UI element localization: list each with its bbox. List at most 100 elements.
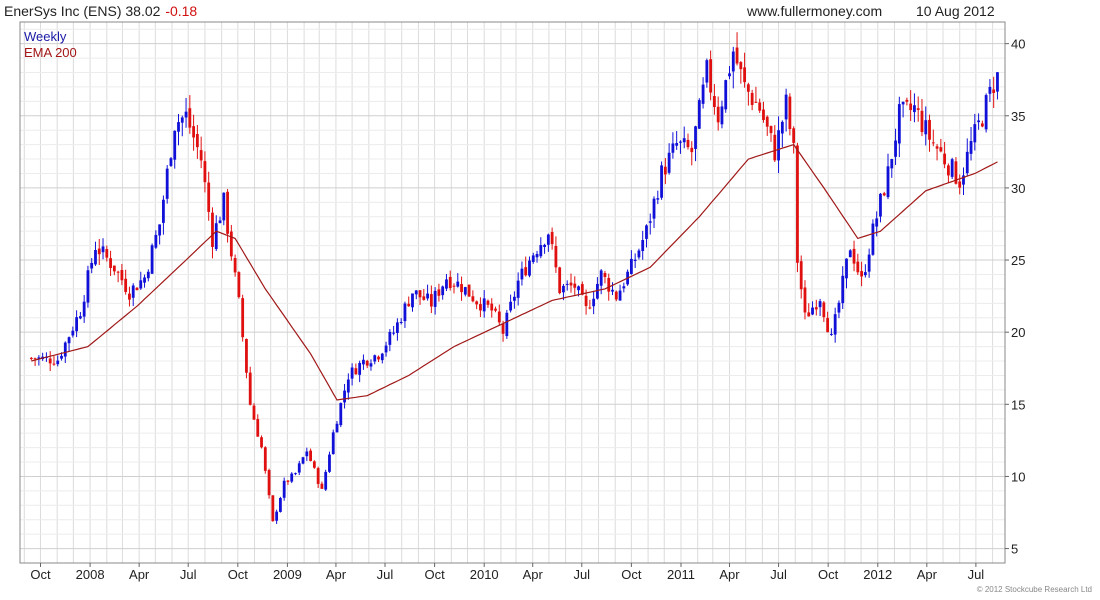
candle-body	[807, 312, 811, 317]
candle-body	[829, 333, 833, 335]
candle-body	[211, 212, 214, 247]
candle-body	[962, 175, 965, 185]
candle-body	[818, 301, 822, 308]
candle-body	[675, 143, 679, 146]
candle-body	[743, 67, 746, 83]
candle-body	[146, 271, 150, 279]
candle-body	[539, 245, 543, 257]
x-tick-label: 2010	[470, 567, 499, 582]
candle-body	[822, 302, 826, 318]
candle-body	[343, 390, 346, 403]
candle-body	[365, 360, 369, 366]
candle-body	[354, 368, 358, 375]
candle-body	[116, 271, 120, 273]
x-tick-label: Oct	[621, 567, 642, 582]
candle-body	[720, 106, 724, 125]
website-link[interactable]: www.fullermoney.com	[747, 3, 883, 19]
candle-body	[996, 72, 999, 92]
candle-body	[694, 126, 697, 149]
candle-body	[441, 286, 445, 296]
candle-body	[320, 483, 324, 489]
candle-body	[241, 298, 245, 338]
candle-body	[195, 133, 199, 148]
candle-body	[894, 140, 897, 157]
candle-body	[588, 307, 592, 309]
x-tick-label: Jul	[573, 567, 590, 582]
candle-body	[207, 182, 211, 212]
candle-body	[479, 304, 482, 311]
x-tick-label: 2012	[863, 567, 892, 582]
candle-body	[573, 283, 577, 288]
candle-body	[645, 225, 648, 239]
y-tick-label: 20	[1011, 325, 1025, 340]
candle-body	[641, 240, 645, 252]
candle-body	[162, 199, 165, 223]
legend-weekly: Weekly	[24, 29, 67, 44]
candle-body	[913, 105, 916, 113]
candle-body	[471, 296, 475, 302]
candle-body	[305, 451, 309, 457]
candle-body	[105, 249, 109, 258]
candle-body	[931, 142, 935, 144]
candle-body	[584, 295, 588, 307]
legend-ema-200: EMA 200	[24, 45, 77, 60]
x-tick-label: Oct	[818, 567, 839, 582]
candle-body	[309, 450, 312, 461]
candle-body	[282, 480, 286, 498]
candle-body	[524, 267, 528, 276]
x-tick-label: Apr	[129, 567, 150, 582]
candle-body	[131, 285, 135, 298]
candle-body	[373, 355, 377, 362]
candle-body	[128, 293, 131, 300]
candle-body	[897, 104, 901, 144]
candle-body	[954, 161, 958, 184]
candle-body	[592, 298, 596, 307]
candle-body	[169, 158, 173, 166]
x-tick-label: Apr	[917, 567, 938, 582]
candle-body	[392, 332, 396, 334]
candle-body	[237, 272, 241, 298]
candle-body	[618, 290, 622, 301]
candle-body	[735, 47, 739, 64]
candle-body	[60, 355, 63, 359]
candle-body	[682, 138, 686, 143]
y-tick-label: 25	[1011, 253, 1025, 268]
candle-body	[716, 106, 720, 123]
candle-body	[724, 80, 728, 110]
candle-body	[984, 95, 988, 130]
candle-body	[596, 283, 599, 299]
candle-body	[245, 338, 248, 373]
candle-body	[433, 290, 437, 307]
y-tick-label: 40	[1011, 37, 1025, 52]
candle-body	[750, 92, 754, 105]
candle-body	[977, 120, 980, 123]
x-tick-label: Oct	[228, 567, 249, 582]
candle-body	[969, 141, 973, 154]
candle-body	[909, 103, 913, 111]
x-axis: Oct 2008 Apr Jul Oct 2009 Apr Jul Oct 2010 Apr Jul O…	[30, 563, 984, 582]
candle-body	[939, 147, 943, 152]
candle-body	[52, 363, 56, 365]
candle-body	[407, 303, 411, 307]
candle-body	[901, 101, 905, 105]
candle-body	[448, 276, 452, 288]
candle-body	[252, 405, 256, 420]
candle-body	[90, 262, 94, 269]
candle-body	[554, 245, 558, 268]
candle-body	[422, 296, 426, 300]
candle-body	[777, 130, 780, 161]
candle-body	[78, 316, 82, 319]
candle-body	[256, 419, 260, 437]
candle-body	[414, 290, 418, 295]
candle-body	[294, 473, 297, 475]
x-tick-label: Apr	[523, 567, 544, 582]
ema-200-line	[31, 143, 998, 401]
candle-body	[890, 159, 894, 169]
candle-body	[460, 284, 463, 293]
candle-body	[916, 108, 920, 110]
candle-body	[965, 151, 969, 174]
candle-body	[456, 281, 460, 287]
candle-body	[856, 261, 860, 273]
candle-body	[980, 123, 984, 127]
